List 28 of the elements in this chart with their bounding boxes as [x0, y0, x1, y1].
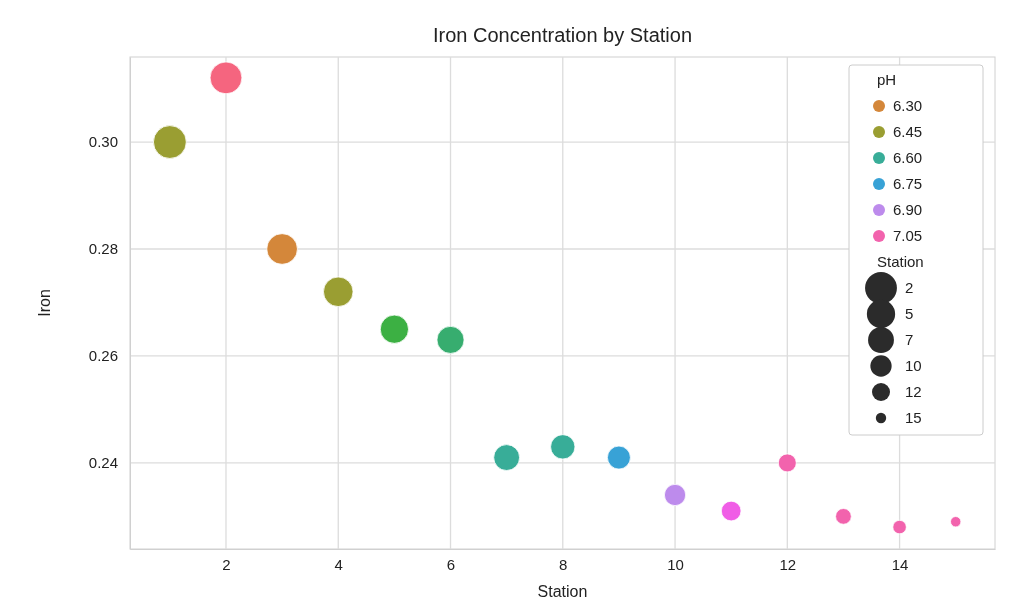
legend-label: 6.75	[893, 175, 923, 192]
y-tick-label: 0.30	[88, 133, 118, 151]
x-tick-label: 8	[559, 555, 568, 573]
legend-label: 6.60	[893, 149, 923, 166]
x-tick-label: 12	[779, 555, 797, 573]
x-tick-label: 2	[222, 555, 231, 573]
annotation: 15	[905, 409, 922, 426]
y-axis-title: Iron	[36, 289, 53, 317]
annotation: 12	[905, 383, 922, 400]
legend-label: 6.30	[893, 97, 923, 114]
x-tick-label: 10	[667, 555, 684, 573]
chart-title: Iron Concentration by Station	[432, 24, 693, 46]
annotation: Station	[877, 253, 924, 270]
x-axis-title: Station	[537, 583, 588, 600]
x-tick-label: 6	[446, 555, 456, 573]
y-tick-label: 0.28	[88, 240, 118, 258]
y-tick-label: 0.26	[88, 347, 118, 365]
annotation: 2	[905, 279, 914, 296]
legend-title: pH	[877, 71, 897, 88]
annotation: 7	[905, 331, 914, 348]
x-tick-label: 14	[891, 555, 909, 573]
legend-label: 7.05	[893, 227, 923, 244]
legend-label: 6.45	[893, 123, 923, 140]
annotation: 10	[905, 357, 922, 374]
y-tick-label: 0.24	[88, 454, 118, 472]
annotation: 5	[905, 305, 914, 322]
x-tick-label: 4	[334, 555, 343, 573]
legend-label: 6.90	[893, 201, 923, 218]
